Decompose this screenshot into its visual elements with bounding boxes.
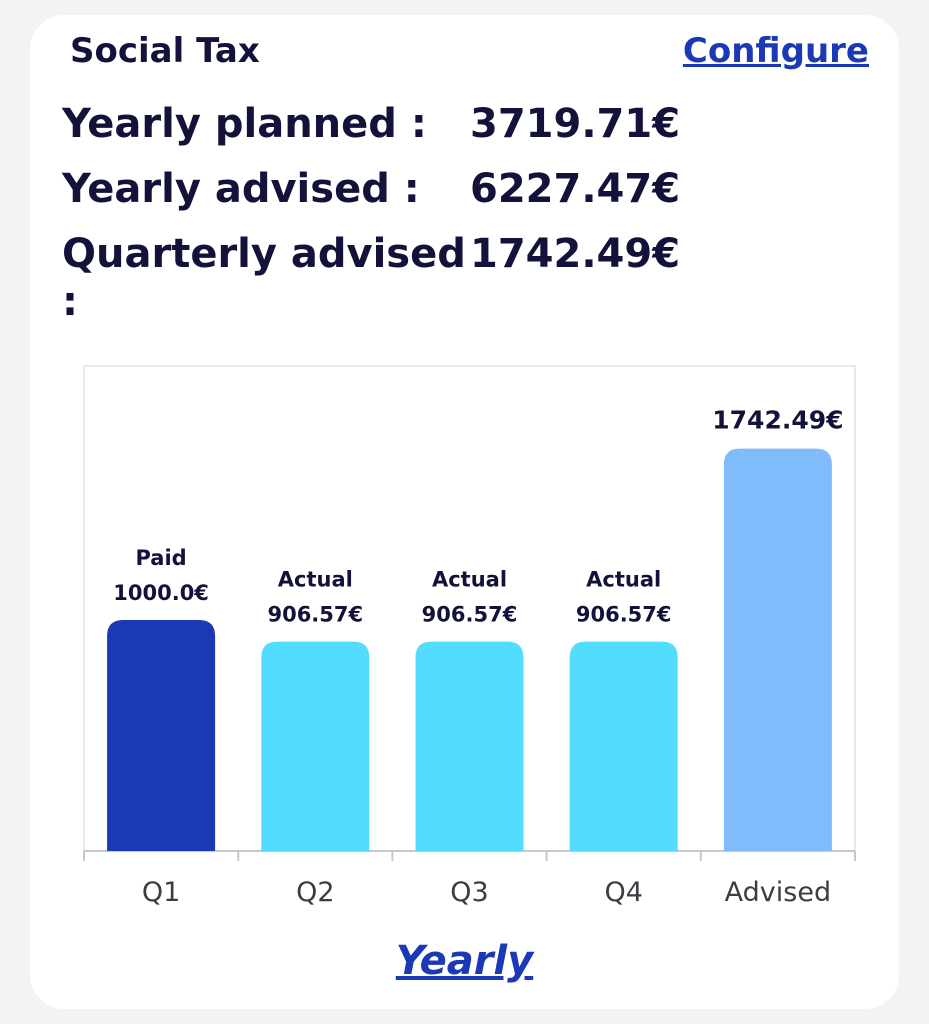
bar-amount-label: 906.57€	[267, 603, 363, 627]
bar-status-label: Actual	[586, 568, 661, 592]
x-tick-label: Q4	[604, 877, 642, 908]
summary-label: Yearly planned :	[62, 100, 427, 147]
bar-amount-label: 1000.0€	[113, 581, 209, 605]
summary-table: Yearly planned : 3719.71€ Yearly advised…	[62, 91, 862, 286]
summary-value: 3719.71€	[470, 100, 681, 147]
x-tick-label: Q2	[296, 877, 334, 908]
bar-advised	[723, 448, 832, 851]
bar-status-label: Paid	[135, 546, 186, 570]
summary-value: 1742.49€	[470, 230, 681, 277]
summary-label: Quarterly advised	[62, 230, 466, 277]
summary-label: Yearly advised :	[62, 165, 420, 212]
social-tax-card: Social Tax Configure Yearly planned : 37…	[30, 15, 899, 1009]
summary-row-quarterly-advised: Quarterly advised 1742.49€	[62, 221, 862, 286]
x-tick-label: Advised	[725, 877, 831, 908]
x-tick-label: Q3	[450, 877, 488, 908]
bar-status-label: Actual	[432, 568, 507, 592]
quarterly-label-colon: :	[62, 279, 78, 325]
bar-status-label: Actual	[278, 568, 353, 592]
x-tick-label: Q1	[142, 877, 180, 908]
bar-amount-label: 906.57€	[576, 603, 672, 627]
summary-row-yearly-planned: Yearly planned : 3719.71€	[62, 91, 862, 156]
configure-link[interactable]: Configure	[682, 31, 869, 71]
bar-q1	[107, 620, 216, 851]
bar-q4	[569, 641, 678, 851]
bar-q3	[415, 641, 524, 851]
summary-row-yearly-advised: Yearly advised : 6227.47€	[62, 156, 862, 221]
card-title: Social Tax	[70, 31, 260, 71]
bar-amount-label: 1742.49€	[712, 406, 843, 435]
yearly-link[interactable]: Yearly	[395, 938, 534, 984]
bar-amount-label: 906.57€	[422, 603, 518, 627]
quarterly-bar-chart: 1000.0€ Paid Q1 906.57€ Actual Q2 906.57€ Actua…	[83, 365, 856, 908]
summary-value: 6227.47€	[470, 165, 681, 212]
bar-q2	[261, 641, 370, 851]
